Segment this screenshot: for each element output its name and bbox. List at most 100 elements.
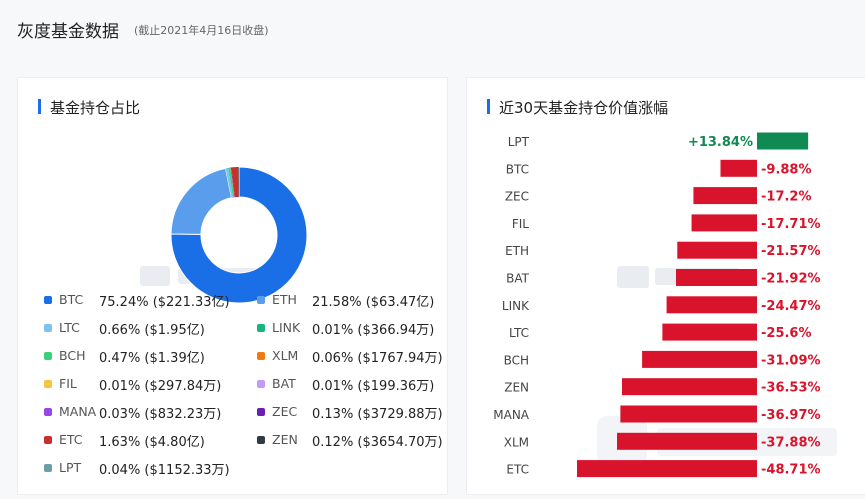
bar-btc[interactable] (720, 159, 757, 177)
bar-value-label: -31.09% (761, 353, 821, 368)
legend-name: ETH (272, 292, 297, 307)
bar-category-label: ZEC (505, 190, 529, 204)
legend-value: 0.66% ($1.95亿) (99, 323, 205, 338)
bar-value-label: -17.71% (761, 217, 821, 232)
change-card-title-text: 近30天基金持仓价值涨幅 (499, 99, 669, 117)
bar-ltc[interactable] (662, 323, 757, 341)
legend-value: 0.06% ($1767.94万) (312, 351, 443, 366)
legend-value: 75.24% ($221.33亿) (99, 295, 230, 310)
bar-category-label: ZEN (504, 381, 529, 395)
legend-name: LTC (59, 320, 80, 335)
legend-value: 21.58% ($63.47亿) (312, 295, 435, 310)
donut-slice-eth[interactable] (170, 167, 233, 235)
bar-category-label: FIL (512, 217, 529, 231)
bar-category-label: LTC (509, 326, 529, 340)
legend-name: BCH (59, 348, 86, 363)
bar-category-label: XLM (504, 435, 529, 449)
donut-slices (170, 166, 308, 304)
bar-value-label: -36.97% (761, 408, 821, 423)
bar-xlm[interactable] (617, 432, 757, 450)
legend-value: 0.01% ($199.36万) (312, 379, 435, 394)
legend-value: 0.01% ($366.94万) (312, 323, 435, 338)
legend-value: 0.47% ($1.39亿) (99, 351, 205, 366)
change-card-title: 近30天基金持仓价值涨幅 (487, 97, 668, 118)
donut-slice-link[interactable] (228, 167, 234, 198)
donut-slice-ltc[interactable] (225, 167, 234, 198)
legend-swatch (44, 464, 52, 472)
bar-category-label: LINK (502, 299, 530, 313)
legend-value: 0.13% ($3729.88万) (312, 407, 443, 422)
donut-slice-btc[interactable] (170, 166, 308, 304)
legend-value: 0.04% ($1152.33万) (99, 463, 230, 478)
holdings-card-title: 基金持仓占比 (38, 97, 140, 118)
title-accent-bar (487, 99, 490, 114)
page-title: 灰度基金数据 (17, 22, 119, 42)
donut-slice-fil[interactable] (230, 167, 235, 198)
legend-name: XLM (272, 348, 299, 363)
bar-etc[interactable] (577, 460, 757, 478)
legend-name: ETC (59, 432, 83, 447)
bar-value-label: -24.47% (761, 299, 821, 314)
legend-name: LPT (59, 460, 82, 475)
bar-fil[interactable] (691, 214, 757, 232)
title-accent-bar (38, 99, 41, 114)
bar-category-label: BTC (506, 162, 529, 176)
legend-swatch (257, 380, 265, 388)
bar-value-label: -36.53% (761, 381, 821, 396)
legend-swatch (257, 324, 265, 332)
change-bar-chart: LPT +13.84% BTC -9.88% ZEC -17.2% FIL -17.71% ET… (493, 132, 837, 478)
bar-category-label: LPT (508, 135, 530, 149)
donut-slice-mana[interactable] (230, 167, 235, 198)
legend-swatch (257, 352, 265, 360)
bar-zec[interactable] (693, 187, 757, 205)
holdings-card-title-text: 基金持仓占比 (50, 99, 141, 117)
bar-bat[interactable] (675, 269, 757, 286)
legend-value: 1.63% ($4.80亿) (99, 435, 205, 450)
bar-lpt[interactable] (757, 132, 809, 150)
donut-slice-zen[interactable] (238, 167, 239, 198)
legend-name: ZEC (272, 404, 298, 419)
bar-value-label: -37.88% (761, 435, 821, 450)
holdings-card: 基金持仓占比 BTC 75.24% ($221.33亿) ETH 21.58% ($6… (17, 77, 448, 495)
bar-value-label: -48.71% (761, 463, 821, 478)
bar-zen[interactable] (622, 378, 757, 396)
change-card: 近30天基金持仓价值涨幅 LPT +13.84% BTC -9.88% ZEC -17.2… (466, 77, 865, 495)
bar-category-label: BCH (504, 353, 529, 367)
bar-category-label: MANA (493, 408, 530, 422)
legend-swatch (44, 352, 52, 360)
donut-slice-zec[interactable] (230, 167, 235, 198)
page-header: 灰度基金数据 (截止2021年4月16日收盘) (0, 0, 865, 60)
bar-value-label: -17.2% (761, 190, 812, 205)
bar-value-label: -21.57% (761, 244, 821, 259)
donut-slice-xlm[interactable] (230, 167, 235, 198)
donut-slice-bch[interactable] (228, 167, 235, 198)
legend-name: FIL (59, 376, 77, 391)
legend-value: 0.01% ($297.84万) (99, 379, 222, 394)
bar-link[interactable] (666, 296, 757, 314)
bar-bch[interactable] (642, 350, 757, 368)
legend-swatch (44, 380, 52, 388)
bar-eth[interactable] (677, 241, 757, 259)
bar-value-label: -9.88% (761, 162, 812, 177)
legend-swatch (44, 296, 52, 304)
legend-name: ZEN (272, 432, 298, 447)
legend-swatch (257, 436, 265, 444)
bars: LPT +13.84% BTC -9.88% ZEC -17.2% FIL -17.71% ET… (493, 132, 821, 478)
legend-swatch (44, 408, 52, 416)
legend-swatch (257, 296, 265, 304)
legend-value: 0.12% ($3654.70万) (312, 435, 443, 450)
donut-slice-bat[interactable] (230, 167, 235, 198)
bar-value-label: -25.6% (761, 326, 812, 341)
legend-swatch (257, 408, 265, 416)
bar-mana[interactable] (620, 405, 757, 423)
legend-name: LINK (272, 320, 301, 335)
legend-swatch (44, 436, 52, 444)
donut-slice-etc[interactable] (231, 167, 239, 198)
bar-value-label: -21.92% (761, 272, 821, 287)
bar-category-label: ETC (506, 463, 529, 477)
page-subtitle: (截止2021年4月16日收盘) (134, 24, 269, 37)
legend-name: BAT (272, 376, 296, 391)
legend-name: BTC (59, 292, 84, 307)
donut-chart (140, 166, 308, 304)
legend-swatch (44, 324, 52, 332)
